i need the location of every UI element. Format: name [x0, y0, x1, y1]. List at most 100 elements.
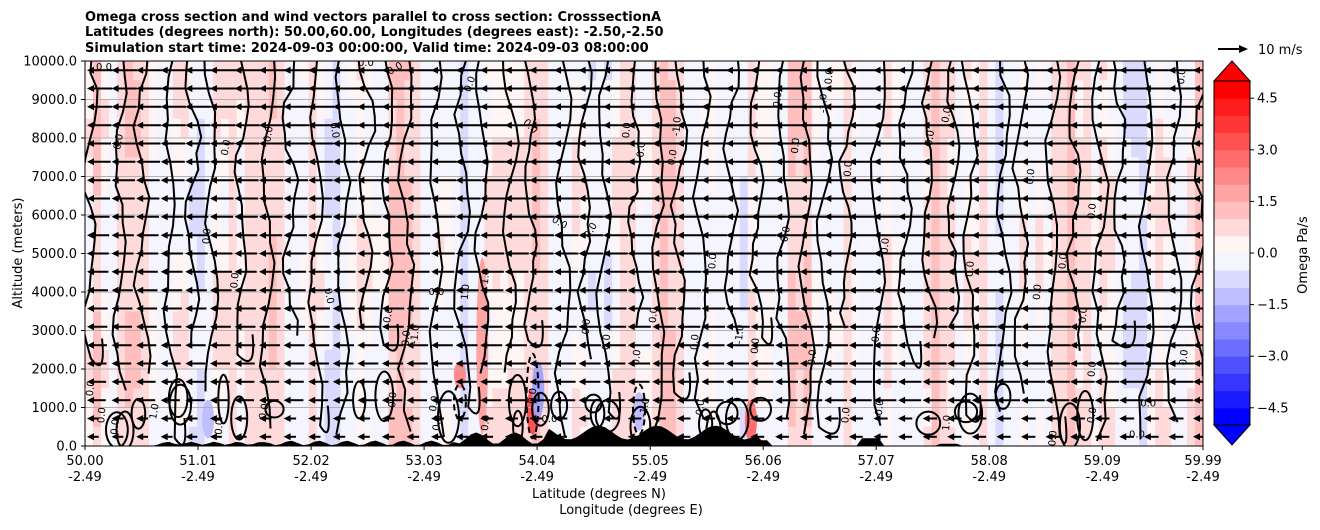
omega-cell [828, 369, 837, 389]
colorbar-band [1214, 391, 1250, 409]
omega-cell [1155, 331, 1164, 351]
omega-cell [876, 350, 885, 370]
omega-cell [333, 350, 342, 370]
omega-cell [301, 100, 310, 120]
omega-cell [684, 369, 693, 389]
omega-cell [868, 119, 877, 139]
omega-cell [349, 311, 358, 331]
omega-cell [868, 234, 877, 254]
omega-cell [860, 100, 869, 120]
omega-cell [444, 234, 453, 254]
omega-cell [572, 331, 581, 351]
omega-cell [892, 157, 901, 177]
omega-cell [253, 234, 262, 254]
contour-label: 0.0 [871, 326, 883, 343]
omega-cell [644, 215, 653, 235]
omega-cell [548, 80, 557, 100]
omega-cell [979, 350, 988, 370]
omega-cell [724, 369, 733, 389]
omega-cell [1131, 138, 1140, 158]
omega-cell [277, 215, 286, 235]
omega-cell [620, 215, 629, 235]
omega-cell [932, 234, 941, 254]
omega-cell [540, 100, 549, 120]
omega-cell [381, 350, 390, 370]
omega-cell [916, 369, 925, 389]
omega-cell [317, 80, 326, 100]
omega-cell [149, 311, 158, 331]
omega-cell [125, 254, 134, 274]
omega-cell [468, 331, 477, 351]
omega-cell [492, 119, 501, 139]
omega-cell [373, 350, 382, 370]
omega-cell [149, 215, 158, 235]
omega-cell [932, 215, 941, 235]
omega-cell [612, 119, 621, 139]
omega-cell [916, 119, 925, 139]
chart-title-line-1: Omega cross section and wind vectors par… [85, 10, 661, 25]
omega-cell [101, 138, 110, 158]
omega-cell [764, 100, 773, 120]
omega-cell [500, 119, 509, 139]
omega-cell [948, 369, 957, 389]
omega-cell [884, 311, 893, 331]
omega-cell [828, 350, 837, 370]
contour-label: 0.0 [689, 334, 701, 351]
omega-cell [908, 408, 917, 428]
omega-cell [293, 119, 302, 139]
omega-cell [173, 138, 182, 158]
omega-cell [1059, 157, 1068, 177]
omega-cell [396, 119, 405, 139]
omega-cell [325, 369, 334, 389]
y-tick-label: 3000.0 [32, 324, 78, 339]
omega-cell [1051, 138, 1060, 158]
omega-cell [987, 408, 996, 428]
omega-cell [963, 138, 972, 158]
omega-cell [420, 350, 429, 370]
y-tick-label: 1000.0 [32, 401, 78, 416]
omega-cell [620, 408, 629, 428]
omega-cell [612, 157, 621, 177]
omega-cell [844, 369, 853, 389]
omega-cell [1067, 350, 1076, 370]
omega-cell [1051, 350, 1060, 370]
omega-cell [500, 100, 509, 120]
omega-cell [908, 388, 917, 408]
contour-label: 0.0 [541, 414, 557, 425]
omega-cell [101, 100, 110, 120]
omega-cell [1027, 100, 1036, 120]
omega-cell [860, 138, 869, 158]
omega-cell [1051, 119, 1060, 139]
omega-cell [740, 234, 749, 254]
omega-cell [492, 80, 501, 100]
omega-cell [516, 350, 525, 370]
omega-cell [468, 311, 477, 331]
omega-cell [812, 311, 821, 331]
omega-cell [325, 138, 334, 158]
contour-label: 0.0 [229, 272, 241, 289]
omega-cell [764, 119, 773, 139]
omega-cell [229, 100, 238, 120]
omega-cell [548, 254, 557, 274]
omega-cell [149, 254, 158, 274]
omega-cell [987, 119, 996, 139]
omega-cell [269, 157, 278, 177]
omega-cell [892, 234, 901, 254]
omega-cell [668, 408, 677, 428]
omega-cell [1051, 331, 1060, 351]
omega-cell [987, 254, 996, 274]
omega-cell [1187, 408, 1196, 428]
omega-cell [548, 234, 557, 254]
omega-cell [93, 254, 102, 274]
omega-cell [420, 138, 429, 158]
omega-cell [1083, 138, 1092, 158]
omega-cell [125, 369, 134, 389]
omega-cell [588, 138, 597, 158]
omega-cell [420, 331, 429, 351]
omega-cell [548, 331, 557, 351]
colorbar-extend-min [1214, 425, 1250, 445]
omega-cell [317, 138, 326, 158]
omega-cell [93, 350, 102, 370]
omega-cell [357, 350, 366, 370]
x-tick-label-lat: 52.02 [292, 454, 329, 469]
